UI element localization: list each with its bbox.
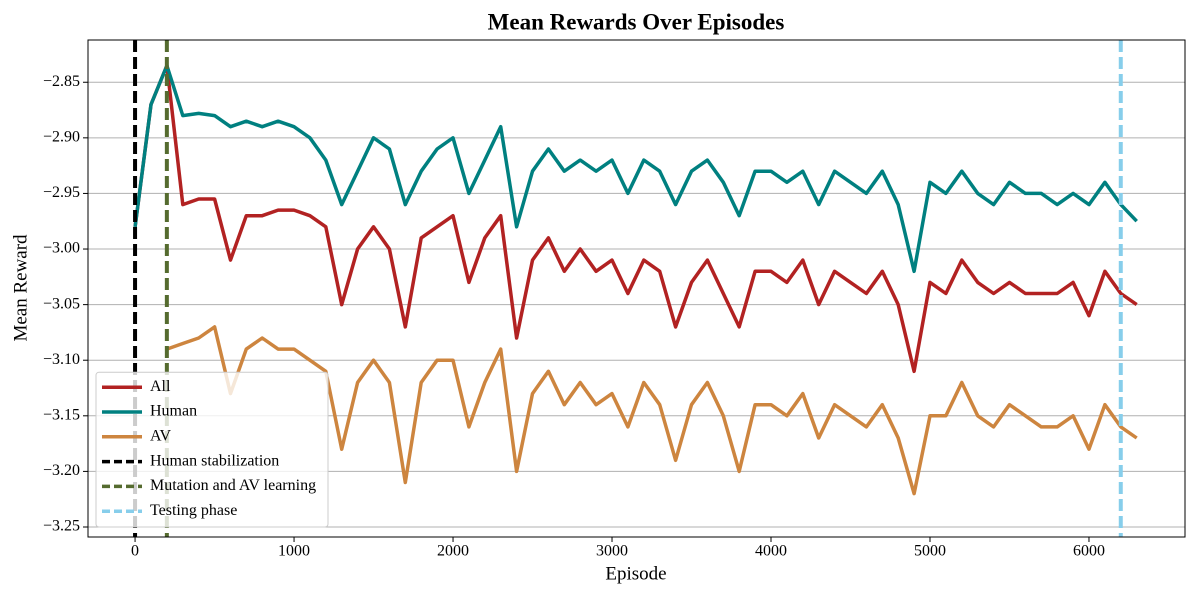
plot-frame [87,39,1186,538]
legend-label: AV [150,427,171,444]
legend-label: Human [150,403,197,420]
legend: All Human AV Human stabilization Mutation an… [95,371,329,528]
y-tick-label: −3.10 [43,351,80,368]
y-tick-label: −2.85 [43,73,80,90]
legend-label: Human stabilization [150,452,279,469]
y-tick-label: −3.05 [43,295,80,312]
x-tick-label: 4000 [755,543,787,560]
legend-label: All [150,378,171,395]
y-tick-label: −2.95 [43,184,80,201]
y-tick-label: −2.90 [43,129,80,146]
series-line [133,63,1138,374]
legend-label: Testing phase [150,502,237,519]
x-tick-label: 0 [131,543,139,560]
x-tick-label: 6000 [1073,543,1105,560]
chart-title: Mean Rewards Over Episodes [488,9,785,34]
x-tick-label: 3000 [596,543,628,560]
x-axis-label: Episode [605,563,666,584]
series-line [133,63,1138,274]
y-tick-label: −3.20 [43,462,80,479]
legend-label: Mutation and AV learning [150,477,316,494]
x-tick-label: 1000 [278,543,310,560]
y-tick-label: −3.15 [43,406,80,423]
legend-box [95,371,329,528]
y-axis-label: Mean Reward [10,234,31,342]
y-tick-label: −3.00 [43,240,80,257]
x-tick-label: 2000 [437,543,469,560]
y-tick-label: −3.25 [43,518,80,535]
x-tick-label: 5000 [914,543,946,560]
